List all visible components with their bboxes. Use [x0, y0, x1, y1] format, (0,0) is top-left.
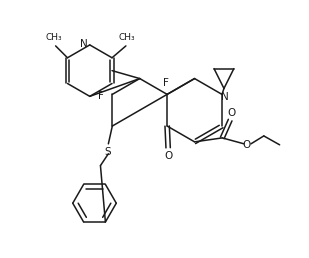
- Text: O: O: [164, 151, 172, 161]
- Text: F: F: [163, 77, 169, 87]
- Text: CH₃: CH₃: [119, 34, 135, 43]
- Text: O: O: [243, 140, 251, 150]
- Text: N: N: [221, 92, 229, 102]
- Text: N: N: [80, 39, 88, 49]
- Text: O: O: [227, 108, 235, 118]
- Text: S: S: [104, 147, 111, 157]
- Text: F: F: [98, 91, 104, 101]
- Text: CH₃: CH₃: [45, 34, 62, 43]
